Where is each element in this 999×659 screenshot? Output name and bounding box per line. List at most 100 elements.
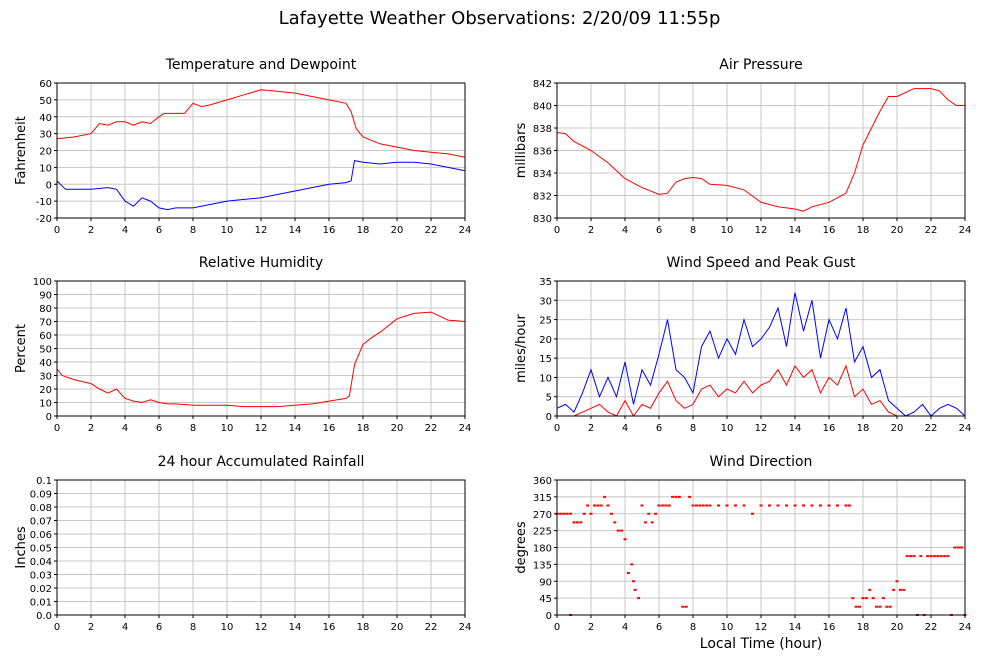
data-point [572, 521, 576, 524]
data-point [626, 572, 630, 574]
x-tick-label: 24 [459, 622, 472, 633]
data-point [664, 504, 668, 507]
y-tick-label: -10 [36, 197, 52, 208]
data-point [881, 597, 885, 600]
data-point [647, 512, 651, 515]
y-tick-label: 60 [39, 79, 52, 90]
x-tick-label: 20 [891, 622, 904, 633]
x-tick-label: 4 [122, 225, 128, 236]
y-tick-label: 0.02 [30, 584, 52, 595]
data-point [582, 512, 586, 515]
y-tick-label: 0 [46, 180, 52, 191]
x-tick-label: 8 [190, 225, 196, 236]
data-point [640, 504, 644, 507]
data-point [868, 588, 872, 591]
x-axis-label: Local Time (hour) [699, 636, 823, 652]
x-tick-label: 8 [190, 423, 196, 434]
data-point [599, 504, 603, 507]
data-point [734, 504, 737, 507]
data-point [929, 555, 933, 558]
data-point [936, 555, 940, 558]
data-point [630, 563, 634, 566]
x-tick-label: 0 [54, 225, 60, 236]
data-point [643, 521, 647, 524]
y-tick-label: 834 [533, 169, 552, 180]
y-tick-label: 0 [46, 412, 52, 423]
data-point [606, 504, 610, 507]
x-tick-label: 22 [425, 423, 438, 434]
x-tick-label: 18 [357, 423, 370, 434]
y-tick-label: 0 [546, 412, 552, 423]
x-tick-label: 24 [959, 225, 972, 236]
data-point [888, 605, 892, 608]
y-tick-label: 30 [39, 372, 52, 383]
data-point [609, 512, 613, 515]
data-point [623, 538, 627, 541]
y-tick-label: 35 [539, 277, 552, 288]
data-point [579, 521, 583, 524]
data-point [836, 504, 839, 507]
x-tick-label: 0 [554, 225, 560, 236]
data-point [684, 605, 688, 608]
chart-title: Wind Direction [710, 454, 813, 470]
series-line-1 [557, 364, 965, 417]
x-tick-label: 20 [391, 423, 404, 434]
x-tick-label: 8 [690, 225, 696, 236]
data-point [956, 546, 960, 549]
data-point [616, 529, 620, 532]
y-tick-label: 90 [39, 291, 52, 302]
data-point [562, 512, 566, 515]
y-tick-label: 225 [533, 527, 552, 538]
data-point [633, 588, 637, 591]
y-tick-label: 830 [533, 214, 552, 225]
x-tick-label: 18 [857, 423, 870, 434]
x-tick-label: 24 [959, 622, 972, 633]
x-tick-label: 4 [622, 423, 628, 434]
data-point [898, 588, 902, 591]
x-tick-label: 14 [289, 423, 302, 434]
data-point [960, 546, 964, 549]
data-point [691, 504, 695, 507]
y-tick-label: 0.03 [30, 571, 52, 582]
x-tick-label: 12 [255, 225, 268, 236]
y-axis-label: Inches [14, 526, 29, 568]
x-tick-label: 14 [789, 423, 802, 434]
y-tick-label: 45 [539, 594, 552, 605]
data-point [592, 504, 596, 507]
chart-title: Temperature and Dewpoint [165, 57, 357, 73]
y-tick-label: 25 [539, 316, 552, 327]
data-point [681, 605, 685, 608]
y-tick-label: 70 [39, 318, 52, 329]
x-tick-label: 4 [122, 622, 128, 633]
data-point [660, 504, 664, 507]
x-tick-label: 22 [925, 423, 938, 434]
y-tick-label: 0.04 [30, 557, 52, 568]
data-point [558, 512, 562, 515]
data-point [667, 504, 671, 507]
x-tick-label: 2 [588, 423, 594, 434]
y-tick-label: 0 [546, 611, 552, 622]
data-point [654, 512, 658, 515]
chart-title: 24 hour Accumulated Rainfall [158, 454, 365, 470]
x-tick-label: 8 [690, 622, 696, 633]
chart-title: Relative Humidity [199, 255, 323, 271]
x-tick-label: 18 [857, 225, 870, 236]
data-point [694, 504, 698, 507]
x-tick-label: 22 [425, 622, 438, 633]
x-tick-label: 4 [622, 225, 628, 236]
y-axis-label: Fahrenheit [14, 116, 29, 185]
data-point [632, 580, 635, 583]
data-point [878, 605, 882, 608]
y-tick-label: 315 [533, 493, 552, 504]
data-point [657, 504, 661, 507]
data-point [759, 504, 763, 507]
data-point [926, 555, 930, 558]
x-tick-label: 14 [789, 225, 802, 236]
series-line-0 [56, 89, 466, 158]
x-tick-label: 22 [425, 225, 438, 236]
y-tick-label: 30 [39, 130, 52, 141]
data-point [701, 504, 705, 507]
